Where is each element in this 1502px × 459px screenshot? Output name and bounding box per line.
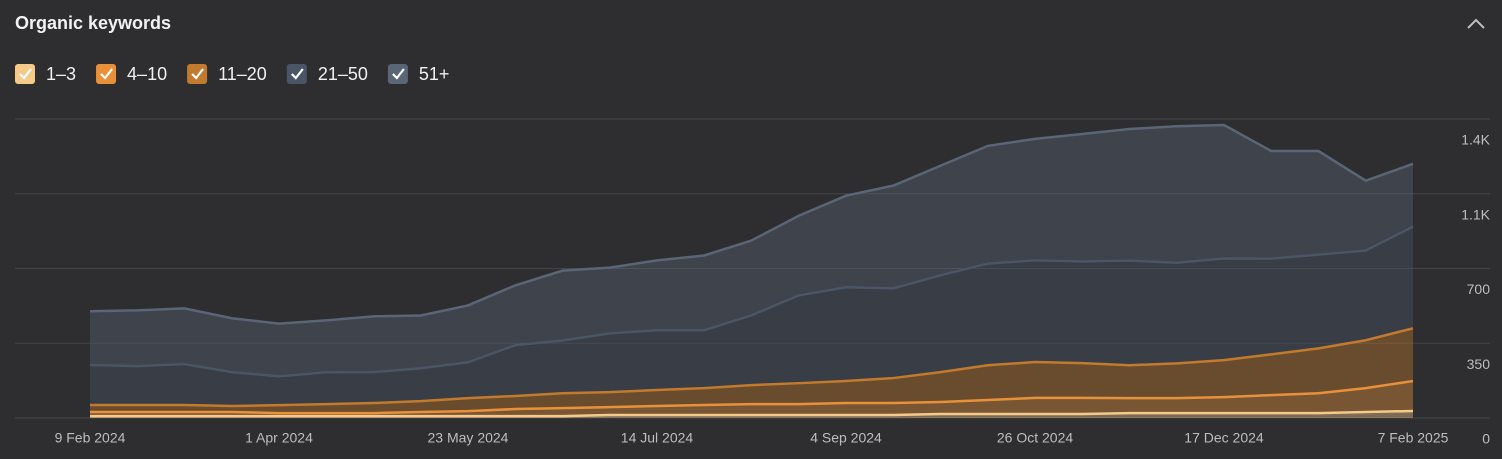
legend-checkbox[interactable] (286, 64, 307, 84)
x-tick-label: 14 Jul 2024 (621, 430, 694, 446)
collapse-icon[interactable] (1467, 18, 1485, 29)
legend-checkbox[interactable] (96, 64, 117, 84)
area (90, 381, 1413, 417)
check-icon (291, 68, 304, 80)
plot-area (15, 118, 1490, 419)
x-tick-label: 26 Oct 2024 (997, 430, 1073, 446)
x-tick-label: 1 Apr 2024 (245, 430, 313, 446)
area (90, 328, 1413, 414)
y-tick-label: 0 (1482, 431, 1490, 447)
line (90, 409, 1414, 418)
check-icon (100, 68, 113, 80)
line (89, 225, 1414, 378)
legend-label: 21–50 (318, 64, 368, 84)
legend-label: 4–10 (127, 64, 167, 84)
legend-label: 1–3 (46, 64, 76, 84)
x-tick-label: 9 Feb 2024 (55, 430, 126, 446)
legend-label: 11–20 (218, 64, 267, 84)
x-tick-label: 7 Feb 2025 (1378, 430, 1449, 446)
line (89, 123, 1414, 325)
y-tick-label: 350 (1467, 356, 1491, 372)
check-icon (191, 68, 204, 80)
y-tick-label: 700 (1467, 281, 1491, 297)
legend-checkbox[interactable] (387, 64, 408, 84)
legend-checkbox[interactable] (15, 64, 35, 84)
chart-title: Organic keywords (15, 13, 171, 33)
legend-checkbox[interactable] (187, 64, 208, 84)
x-tick-label: 17 Dec 2024 (1184, 430, 1264, 446)
legend-label: 51+ (419, 64, 450, 84)
y-tick-label: 1.4K (1461, 132, 1490, 148)
check-icon (392, 68, 405, 80)
legend: 1–3 4–10 11–20 21–50 51+ (15, 64, 449, 84)
x-tick-label: 4 Sep 2024 (810, 430, 882, 446)
area (90, 124, 1413, 377)
check-icon (19, 68, 32, 80)
x-tick-label: 23 May 2024 (428, 430, 509, 446)
line (90, 327, 1414, 408)
line (90, 379, 1414, 415)
y-tick-label: 1.1K (1461, 206, 1490, 222)
